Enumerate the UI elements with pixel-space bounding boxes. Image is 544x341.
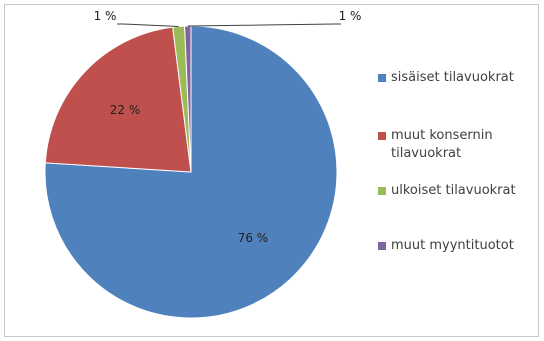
data-label-3: 1 % xyxy=(339,9,362,23)
leader-line-2 xyxy=(117,23,179,28)
legend-label: muut myyntituotot xyxy=(391,238,514,253)
pie-slice-1 xyxy=(44,26,192,173)
data-label-1: 22 % xyxy=(110,103,141,117)
legend-label: ulkoiset tilavuokrat xyxy=(391,183,516,198)
legend-label: sisäiset tilavuokrat xyxy=(391,70,514,85)
legend-item-muut-konsernin: muut konsernin tilavuokrat xyxy=(378,127,544,163)
legend-swatch-muut-konsernin xyxy=(378,132,386,140)
data-label-0: 76 % xyxy=(238,231,269,245)
data-label-2: 1 % xyxy=(94,9,117,23)
legend-item-ulkoiset: ulkoiset tilavuokrat xyxy=(378,182,544,200)
legend-swatch-sisaiset xyxy=(378,74,386,82)
pie-chart: 76 % 22 % 1 % 1 % xyxy=(44,9,362,319)
chart-area: 76 % 22 % 1 % 1 % sisäiset tilavuokrat muut… xyxy=(4,4,539,337)
legend-item-muut-myyntituotot: muut myyntituotot xyxy=(378,237,544,255)
legend-swatch-ulkoiset xyxy=(378,187,386,195)
leader-line-3 xyxy=(187,23,341,27)
legend-item-sisaiset: sisäiset tilavuokrat xyxy=(378,69,544,87)
legend-swatch-muut-myyntituotot xyxy=(378,242,386,250)
legend-label: muut konsernin tilavuokrat xyxy=(391,128,493,161)
